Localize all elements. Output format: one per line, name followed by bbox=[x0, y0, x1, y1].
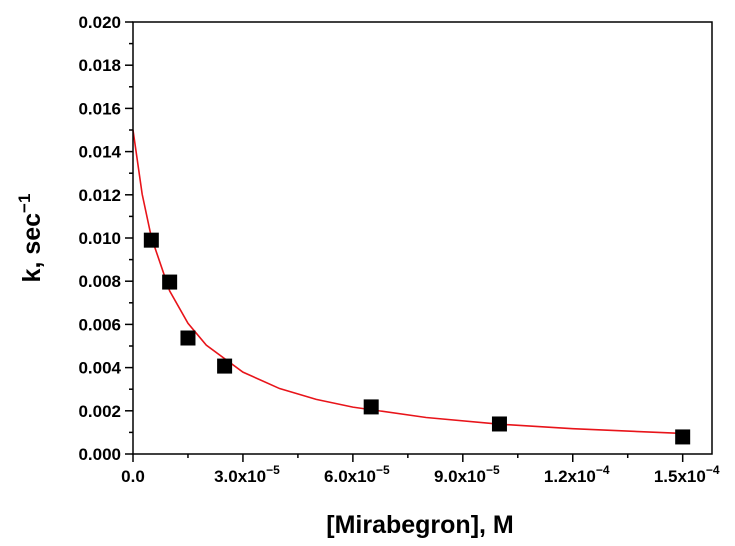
data-point bbox=[180, 330, 196, 346]
plot-frame bbox=[132, 21, 713, 455]
y-tick-label: 0.000 bbox=[78, 445, 121, 464]
x-tick-label-exponent: −5 bbox=[266, 463, 280, 477]
data-point bbox=[217, 358, 233, 374]
x-tick-label-text: 0.0 bbox=[121, 467, 145, 486]
y-axis-title: k, sec−1 bbox=[15, 194, 46, 283]
x-tick-label-exponent: −4 bbox=[596, 463, 610, 477]
y-axis-title-text: k, sec bbox=[18, 213, 46, 283]
y-tick-label: 0.018 bbox=[78, 56, 121, 75]
x-tick-label: 1.5x10−4 bbox=[654, 463, 720, 486]
x-tick-label: 3.0x10−5 bbox=[214, 463, 280, 486]
x-tick-label: 0.0 bbox=[121, 467, 145, 486]
x-tick-label: 9.0x10−5 bbox=[434, 463, 500, 486]
y-axis-title-exponent: −1 bbox=[15, 194, 34, 213]
data-point bbox=[363, 399, 379, 415]
y-tick-label: 0.008 bbox=[78, 272, 121, 291]
y-tick-label: 0.006 bbox=[78, 315, 121, 334]
y-tick-label: 0.002 bbox=[78, 402, 121, 421]
x-tick-label: 6.0x10−5 bbox=[324, 463, 390, 486]
y-tick-label: 0.010 bbox=[78, 229, 121, 248]
x-tick-label-exponent: −4 bbox=[706, 463, 720, 477]
y-tick-label: 0.014 bbox=[78, 143, 121, 162]
y-tick-label: 0.020 bbox=[78, 13, 121, 32]
data-point bbox=[143, 232, 159, 248]
x-tick-label-text: 1.5x10 bbox=[654, 467, 706, 486]
data-point bbox=[491, 416, 507, 432]
x-tick-label-text: 3.0x10 bbox=[214, 467, 266, 486]
x-tick-label-exponent: −5 bbox=[376, 463, 390, 477]
fit-line bbox=[132, 129, 683, 435]
x-tick-label: 1.2x10−4 bbox=[544, 463, 610, 486]
x-axis-title: [Mirabegron], M bbox=[326, 511, 514, 539]
y-tick-label: 0.016 bbox=[78, 99, 121, 118]
data-point bbox=[162, 274, 178, 290]
x-tick-label-text: 9.0x10 bbox=[434, 467, 486, 486]
x-tick-label-text: 6.0x10 bbox=[324, 467, 376, 486]
y-tick-label: 0.012 bbox=[78, 186, 121, 205]
data-point bbox=[675, 429, 691, 445]
x-tick-label-text: 1.2x10 bbox=[544, 467, 596, 486]
y-tick-label: 0.004 bbox=[78, 359, 121, 378]
x-tick-label-exponent: −5 bbox=[486, 463, 500, 477]
